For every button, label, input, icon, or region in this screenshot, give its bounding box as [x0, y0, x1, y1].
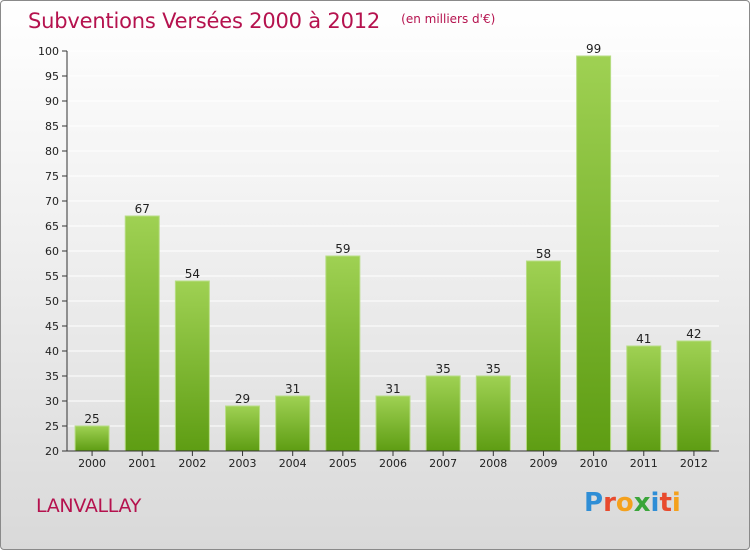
bar	[425, 375, 461, 452]
y-tick-label: 20	[45, 445, 59, 458]
bar-value-label: 31	[385, 382, 400, 396]
x-tick-label: 2007	[429, 457, 457, 470]
y-tick-label: 60	[45, 245, 59, 258]
x-tick-label: 2002	[178, 457, 206, 470]
proxiti-logo[interactable]: Proxiti	[584, 488, 681, 518]
x-tick-label: 2006	[379, 457, 407, 470]
y-tick-label: 95	[45, 70, 59, 83]
chart-header: Subventions Versées 2000 à 2012 (en mill…	[28, 9, 495, 33]
bar	[275, 395, 311, 452]
bar	[475, 375, 511, 452]
y-tick-label: 90	[45, 95, 59, 108]
x-tick-label: 2011	[630, 457, 658, 470]
y-tick-label: 35	[45, 370, 59, 383]
bar-value-label: 35	[486, 362, 501, 376]
bar-value-label: 58	[536, 247, 551, 261]
y-tick-label: 70	[45, 195, 59, 208]
bar-value-label: 59	[335, 242, 350, 256]
y-tick-label: 30	[45, 395, 59, 408]
bar-value-label: 35	[436, 362, 451, 376]
logo-letter: o	[615, 488, 634, 518]
chart-subtitle: (en milliers d'€)	[401, 12, 496, 26]
bar	[74, 425, 110, 452]
logo-letter: P	[584, 488, 604, 518]
bar-value-label: 54	[185, 267, 200, 281]
x-tick-label: 2004	[279, 457, 307, 470]
bar	[525, 260, 561, 452]
x-tick-label: 2008	[479, 457, 507, 470]
y-tick-label: 65	[45, 220, 59, 233]
bar	[375, 395, 411, 452]
bar	[124, 215, 160, 452]
bar-value-label: 41	[636, 332, 651, 346]
x-tick-label: 2010	[580, 457, 608, 470]
logo-letter: i	[671, 488, 681, 518]
x-tick-label: 2009	[529, 457, 557, 470]
bar	[576, 55, 612, 452]
bar	[676, 340, 712, 452]
y-tick-label: 80	[45, 145, 59, 158]
bar	[325, 255, 361, 452]
y-tick-label: 25	[45, 420, 59, 433]
y-tick-label: 45	[45, 320, 59, 333]
x-tick-label: 2005	[329, 457, 357, 470]
bar-value-label: 99	[586, 42, 601, 56]
y-tick-label: 40	[45, 345, 59, 358]
logo-letter: t	[659, 488, 672, 518]
bar	[626, 345, 662, 452]
logo-letter: x	[633, 488, 651, 518]
x-tick-label: 2003	[229, 457, 257, 470]
logo-letter: r	[603, 488, 616, 518]
logo-letter: i	[650, 488, 660, 518]
y-tick-label: 85	[45, 120, 59, 133]
bar-value-label: 29	[235, 392, 250, 406]
x-tick-label: 2001	[128, 457, 156, 470]
bar	[225, 405, 261, 452]
y-tick-label: 55	[45, 270, 59, 283]
chart-title: Subventions Versées 2000 à 2012	[28, 9, 381, 33]
y-tick-label: 100	[38, 45, 59, 58]
bar-value-label: 31	[285, 382, 300, 396]
bar-value-label: 42	[686, 327, 701, 341]
bar	[174, 280, 210, 452]
y-tick-label: 75	[45, 170, 59, 183]
bar-value-label: 25	[84, 412, 99, 426]
commune-name: LANVALLAY	[36, 495, 142, 517]
y-tick-label: 50	[45, 295, 59, 308]
x-tick-label: 2012	[680, 457, 708, 470]
x-tick-label: 2000	[78, 457, 106, 470]
bar-value-label: 67	[135, 202, 150, 216]
